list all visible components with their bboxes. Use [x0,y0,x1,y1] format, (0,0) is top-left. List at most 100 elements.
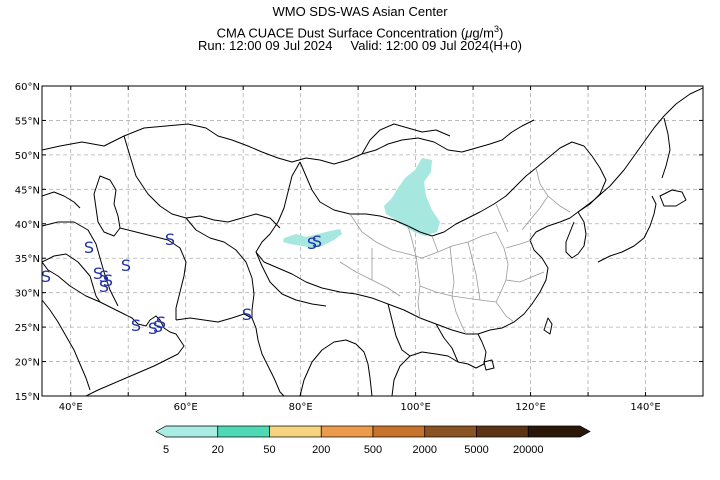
colorbar-label: 5000 [464,444,488,456]
subtitle-close: ) [499,25,504,41]
country-boundaries [42,87,703,396]
dust-area-taklimakan [283,229,342,248]
run-valid-line: Run: 12:00 09 Jul 2024 Valid: 12:00 09 J… [0,38,720,54]
coastline-iran-pakistan-india [175,313,285,396]
province-line-10 [451,295,467,335]
coastline-china-east [477,211,579,335]
lat-tick-label: 20°N [15,358,40,369]
colorbar-segment [217,425,270,438]
coastline-bay-of-bengal [299,339,373,396]
colorbar-label: 5 [163,444,169,456]
province-line-8 [449,245,455,297]
dust-storm-marker: S [131,316,141,335]
province-line-12 [505,239,533,249]
border-iran-afghanistan [119,227,187,320]
border-iraq-iran-turkey [42,221,119,307]
black-sea-coast [42,191,81,209]
province-line-14 [495,203,509,233]
border-india-nepal [255,251,327,307]
border-china-southwest [255,161,478,335]
coastline-russia-far-east [577,87,703,213]
province-line-15 [535,167,571,213]
run-time-label: Run: 12:00 09 Jul 2024 [198,38,333,53]
colorbar-label: 20 [212,444,224,456]
province-line-4 [431,235,439,253]
province-line-1 [349,213,423,259]
dust-storm-marker: S [153,317,163,336]
unit-mu: μ [465,25,473,41]
border-saudi [42,253,101,303]
coastline-southeast-asia [391,333,487,396]
lon-tick-label: 120°E [515,402,545,413]
coastline-taiwan [543,317,553,335]
colorbar-segment [424,425,477,438]
lon-tick-label: 80°E [289,402,313,413]
border-central-asia [123,135,281,229]
lat-tick-label: 25°N [15,323,40,334]
colorbar-segment [372,425,426,438]
coastline-korea [565,211,587,259]
province-line-16 [521,195,549,231]
colorbar-label: 500 [364,444,382,456]
coastline-red-sea [42,299,91,391]
province-line-17 [339,261,401,297]
colorbar-label: 200 [312,444,330,456]
dust-concentration-areas [283,158,440,248]
lat-tick-label: 45°N [15,185,40,196]
border-vietnam-laos [435,323,459,363]
province-line-13 [505,271,545,283]
caspian-sea [93,175,121,237]
coastline-arabia-persian-gulf [42,261,185,396]
province-line-3 [407,225,421,287]
lon-tick-label: 60°E [174,402,198,413]
unit-exponent: 3 [493,24,499,34]
colorbar-segment [320,425,374,438]
dust-storm-marker: S [242,305,252,324]
dust-storm-marker: S [84,238,94,257]
coastline-japan-honshu [597,195,657,263]
colorbar-segment [269,425,322,438]
lon-tick-label: 40°E [59,402,83,413]
coastline-japan-hokkaido [659,189,687,207]
coastline-hainan [483,359,495,371]
dust-storm-marker: S [41,267,51,286]
lat-tick-label: 30°N [15,289,40,300]
map-grid [42,86,703,396]
dust-storm-marker: S [312,232,322,251]
chart-subtitle: CMA CUACE Dust Surface Concentration (μg… [0,21,720,41]
valid-time-label: Valid: 12:00 09 Jul 2024(H+0) [350,38,522,53]
colorbar-label: 20000 [513,444,544,456]
axis-ticks: 15°N 20°N 25°N 30°N 35°N 40°N 45°N 50°N 55°N 60°N… [15,82,704,413]
lon-tick-label: 100°E [400,402,430,413]
colorbar-segment [527,425,591,438]
dust-storm-marker: S [93,264,103,283]
colorbar-segment [155,425,219,438]
chart-title: WMO SDS-WAS Asian Center [272,4,448,19]
dust-storm-marker: S [103,271,113,290]
dust-storm-marker: S [307,234,317,253]
lat-tick-label: 35°N [15,254,40,265]
coastline-sakhalin [661,117,671,179]
colorbar: 5 20 50 200 500 2000 5000 20000 [155,425,591,456]
province-line-7 [467,241,481,301]
dust-storm-marker: S [121,256,131,275]
china-province-boundaries [339,167,571,335]
dust-storm-marker: S [148,319,158,338]
province-line-2 [421,231,497,259]
lon-tick-label: 140°E [630,402,660,413]
dust-storm-marker: S [99,277,109,296]
dust-storm-marker: S [165,230,175,249]
colorbar-segment [476,425,529,438]
province-line-9 [495,301,515,323]
map-frame [41,85,704,397]
colorbar-label: 2000 [413,444,437,456]
lat-tick-label: 55°N [15,116,40,127]
border-myanmar [387,303,411,357]
border-mongolia-north [361,123,451,155]
dust-area-mongolia-gobi [384,158,440,236]
province-line-5 [419,285,497,303]
border-afghanistan-pakistan [185,217,255,318]
unit-rest: g/m [472,25,494,41]
